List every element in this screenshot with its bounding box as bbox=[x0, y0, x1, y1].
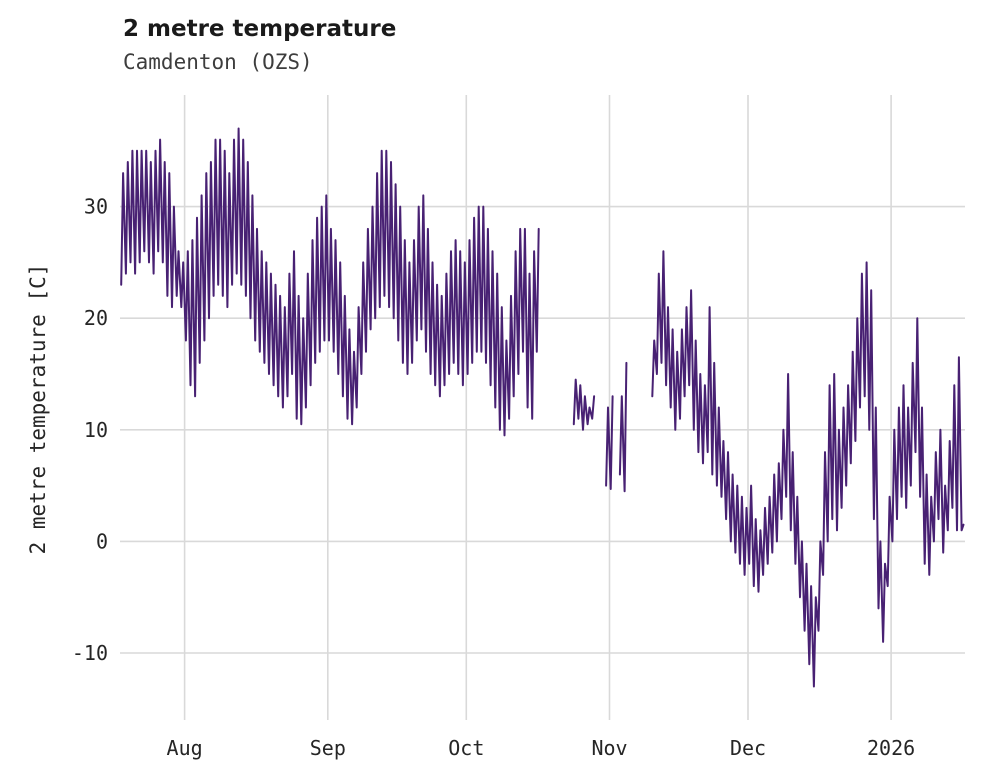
x-tick-label: Dec bbox=[730, 736, 766, 760]
temperature-series-line bbox=[120, 127, 540, 437]
y-axis-label: 2 metre temperature [C] bbox=[26, 263, 50, 555]
x-tick-label: 2026 bbox=[867, 736, 915, 760]
y-tick-label: 20 bbox=[84, 306, 108, 330]
chart-subtitle: Camdenton (OZS) bbox=[123, 50, 313, 74]
y-tick-label: 0 bbox=[96, 529, 108, 553]
x-tick-label: Aug bbox=[167, 736, 203, 760]
y-tick-label: 30 bbox=[84, 195, 108, 219]
temperature-series-line bbox=[605, 395, 614, 490]
y-tick-label: 10 bbox=[84, 418, 108, 442]
plot-area: -10 0 10 20 30 Aug Sep Oct Nov Dec 2026 bbox=[72, 95, 965, 760]
x-tick-label: Nov bbox=[591, 736, 627, 760]
temperature-series-line bbox=[572, 378, 596, 431]
x-tick-label: Oct bbox=[448, 736, 484, 760]
x-tick-label: Sep bbox=[310, 736, 346, 760]
chart-title: 2 metre temperature bbox=[123, 16, 397, 42]
temperature-series-line bbox=[618, 361, 628, 493]
y-tick-label: -10 bbox=[72, 641, 108, 665]
temperature-series-line bbox=[651, 250, 965, 688]
